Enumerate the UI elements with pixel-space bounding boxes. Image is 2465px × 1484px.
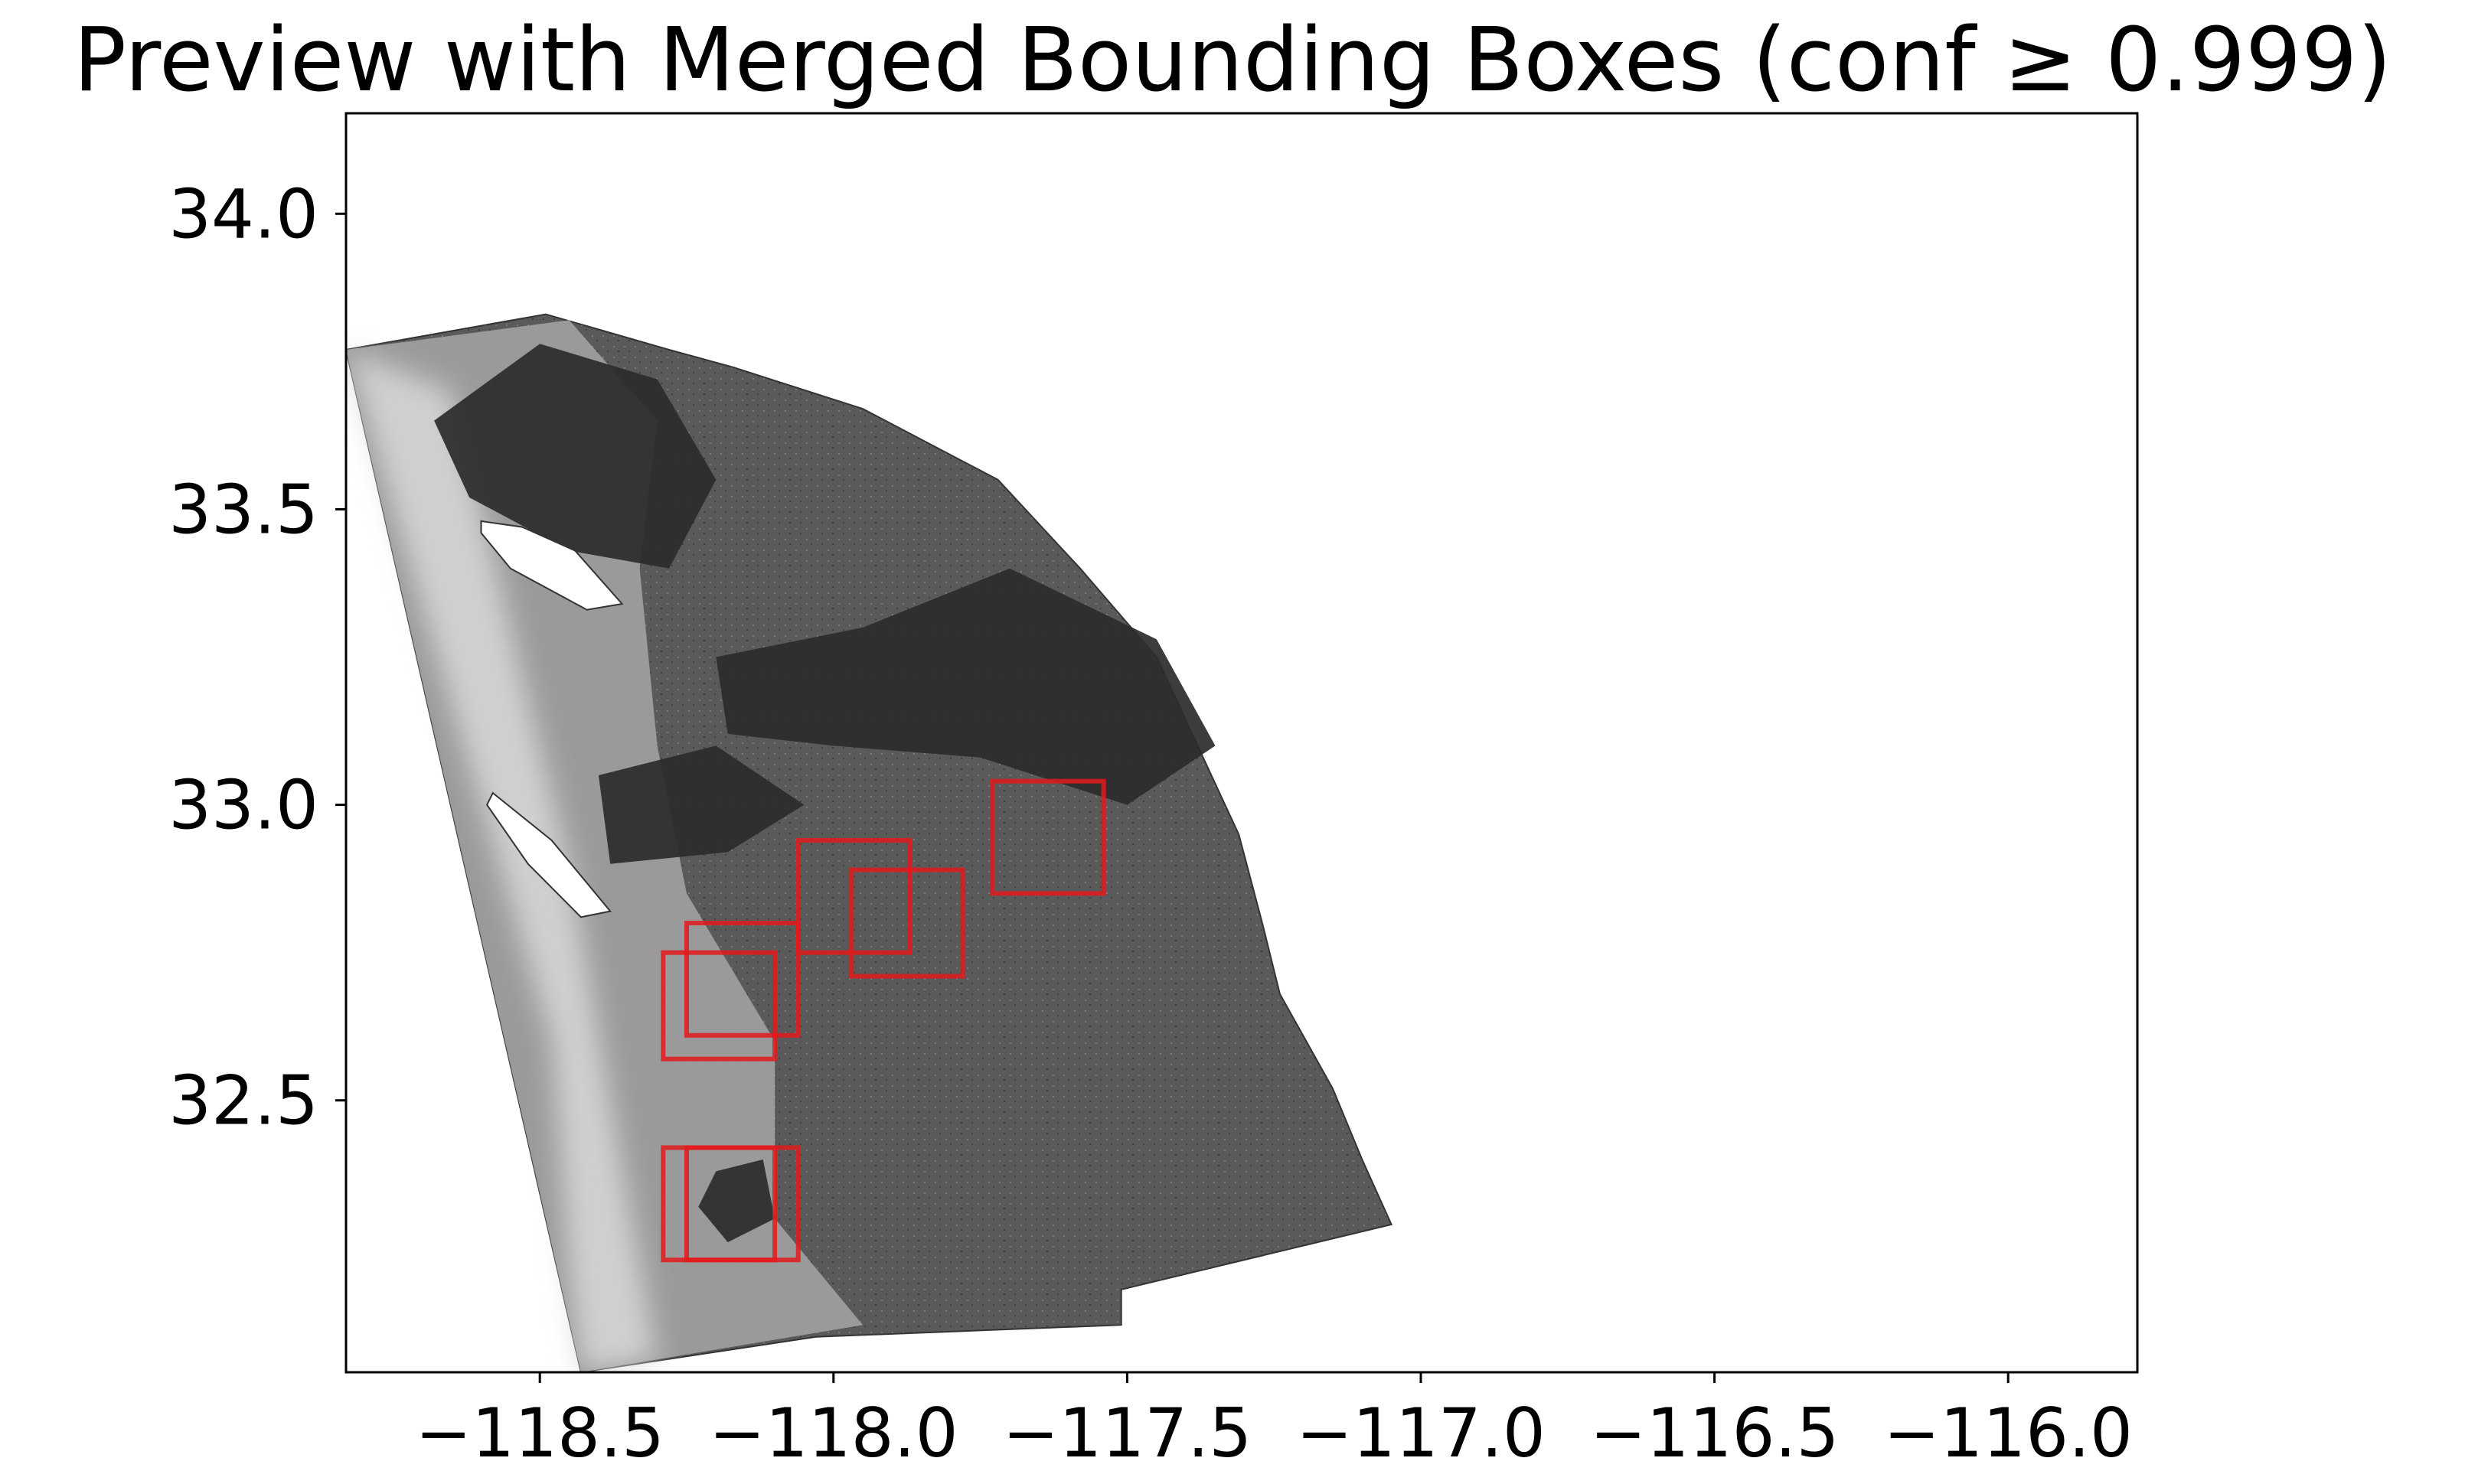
x-tick-label: −117.0 — [1296, 1394, 1546, 1473]
bounding-box — [795, 837, 913, 955]
x-tick-label: −117.5 — [1003, 1394, 1252, 1473]
bounding-box — [661, 950, 778, 1062]
y-tick-label: 34.0 — [168, 174, 318, 253]
bounding-box — [684, 921, 801, 1038]
y-tick-label: 32.5 — [168, 1062, 318, 1140]
raster-image — [346, 313, 1393, 1372]
raster-bright-zone — [346, 349, 658, 1372]
chart-title: Preview with Merged Bounding Boxes (conf… — [73, 9, 2392, 112]
y-tick-label: 33.5 — [168, 470, 318, 549]
x-tick-label: −116.0 — [1883, 1394, 2133, 1473]
raster-dark-zone — [716, 568, 1216, 805]
bounding-box — [848, 867, 965, 979]
x-tick-label: −116.5 — [1590, 1394, 1840, 1473]
x-axis: −118.5 −118.0 −117.5 −117.0 −116.5 −116.0 — [415, 1372, 2133, 1473]
y-tick-label: 33.0 — [168, 766, 318, 845]
x-tick-label: −118.0 — [709, 1394, 958, 1473]
bounding-box — [684, 1145, 801, 1263]
bounding-box — [989, 778, 1106, 896]
raster-island — [485, 791, 612, 918]
raster-dark-zone — [698, 1159, 775, 1243]
bounding-boxes — [661, 778, 1106, 1263]
y-axis: 32.5 33.0 33.5 34.0 — [168, 174, 346, 1140]
x-tick-label: −118.5 — [415, 1394, 664, 1473]
raster-island — [480, 520, 624, 611]
plot-frame — [344, 112, 2139, 1374]
raster-dark-zone — [598, 745, 805, 864]
raster-dark-zone — [434, 344, 717, 569]
